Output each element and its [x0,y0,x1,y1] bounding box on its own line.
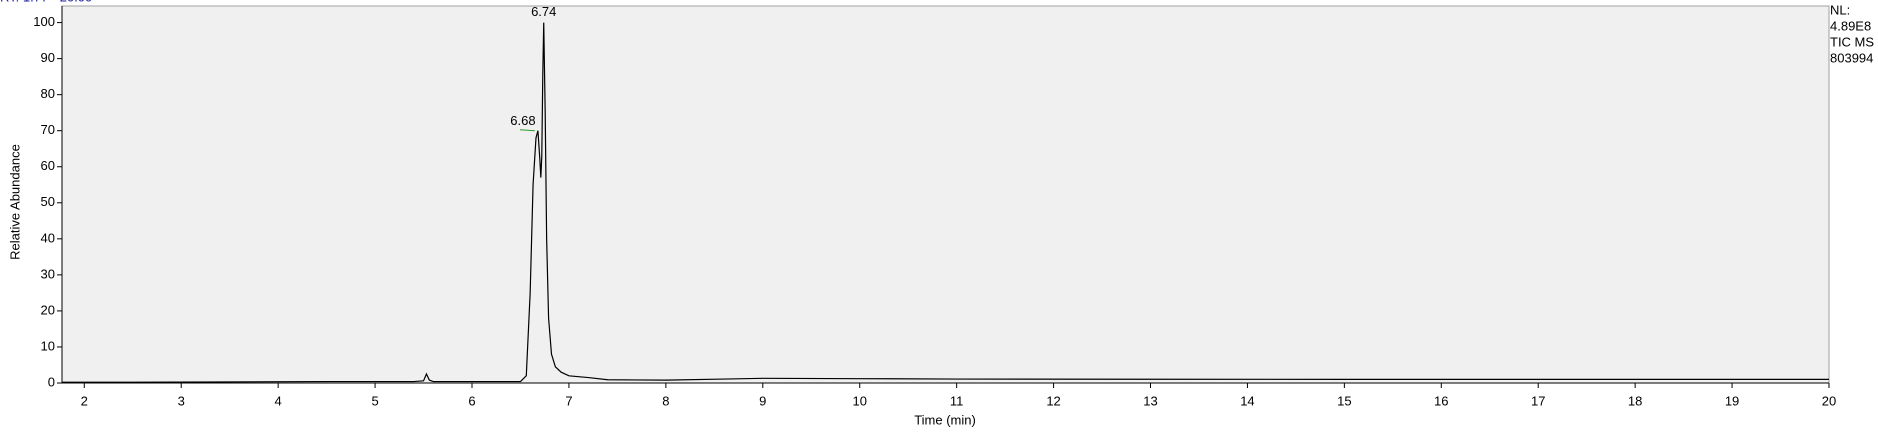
info-text: NL: [1830,2,1850,17]
rt-range: RT: 1.77 - 20.00 [0,0,92,4]
plot-area [61,5,1830,384]
x-tick-label: 4 [275,393,282,408]
trace-line [62,22,1829,383]
x-tick-label: 10 [852,393,866,408]
info-text: TIC MS [1830,34,1874,49]
peak-leader [519,129,535,132]
x-tick-label: 14 [1240,393,1254,408]
x-tick-label: 20 [1822,393,1836,408]
y-tick-label: 40 [41,230,55,245]
x-tick-label: 2 [81,393,88,408]
x-axis-label: Time (min) [914,412,976,427]
y-tick-label: 70 [41,122,55,137]
info-text: 803994 [1830,50,1873,65]
x-tick-label: 16 [1434,393,1448,408]
x-tick-label: 9 [759,393,766,408]
x-tick-label: 3 [178,393,185,408]
y-tick-label: 30 [41,266,55,281]
y-axis-label: Relative Abundance [7,144,22,260]
x-tick-label: 19 [1725,393,1739,408]
y-tick-label: 80 [41,86,55,101]
x-tick-label: 12 [1046,393,1060,408]
y-tick-label: 0 [48,374,55,389]
y-tick-label: 50 [41,194,55,209]
x-tick-label: 11 [950,393,964,408]
x-tick-label: 7 [565,393,572,408]
y-tick-label: 90 [41,50,55,65]
x-tick-label: 5 [371,393,378,408]
y-tick-label: 100 [33,14,55,29]
y-tick-label: 10 [41,338,55,353]
info-text: 4.89E8 [1830,18,1871,33]
x-tick-label: 6 [468,393,475,408]
x-tick-label: 18 [1628,393,1642,408]
peak-label: 6.68 [510,113,535,128]
y-tick-label: 60 [41,158,55,173]
y-tick-label: 20 [41,302,55,317]
peak-label: 6.74 [531,4,556,19]
x-tick-label: 8 [662,393,669,408]
x-tick-label: 17 [1531,393,1545,408]
x-tick-label: 15 [1337,393,1351,408]
x-tick-label: 13 [1143,393,1157,408]
